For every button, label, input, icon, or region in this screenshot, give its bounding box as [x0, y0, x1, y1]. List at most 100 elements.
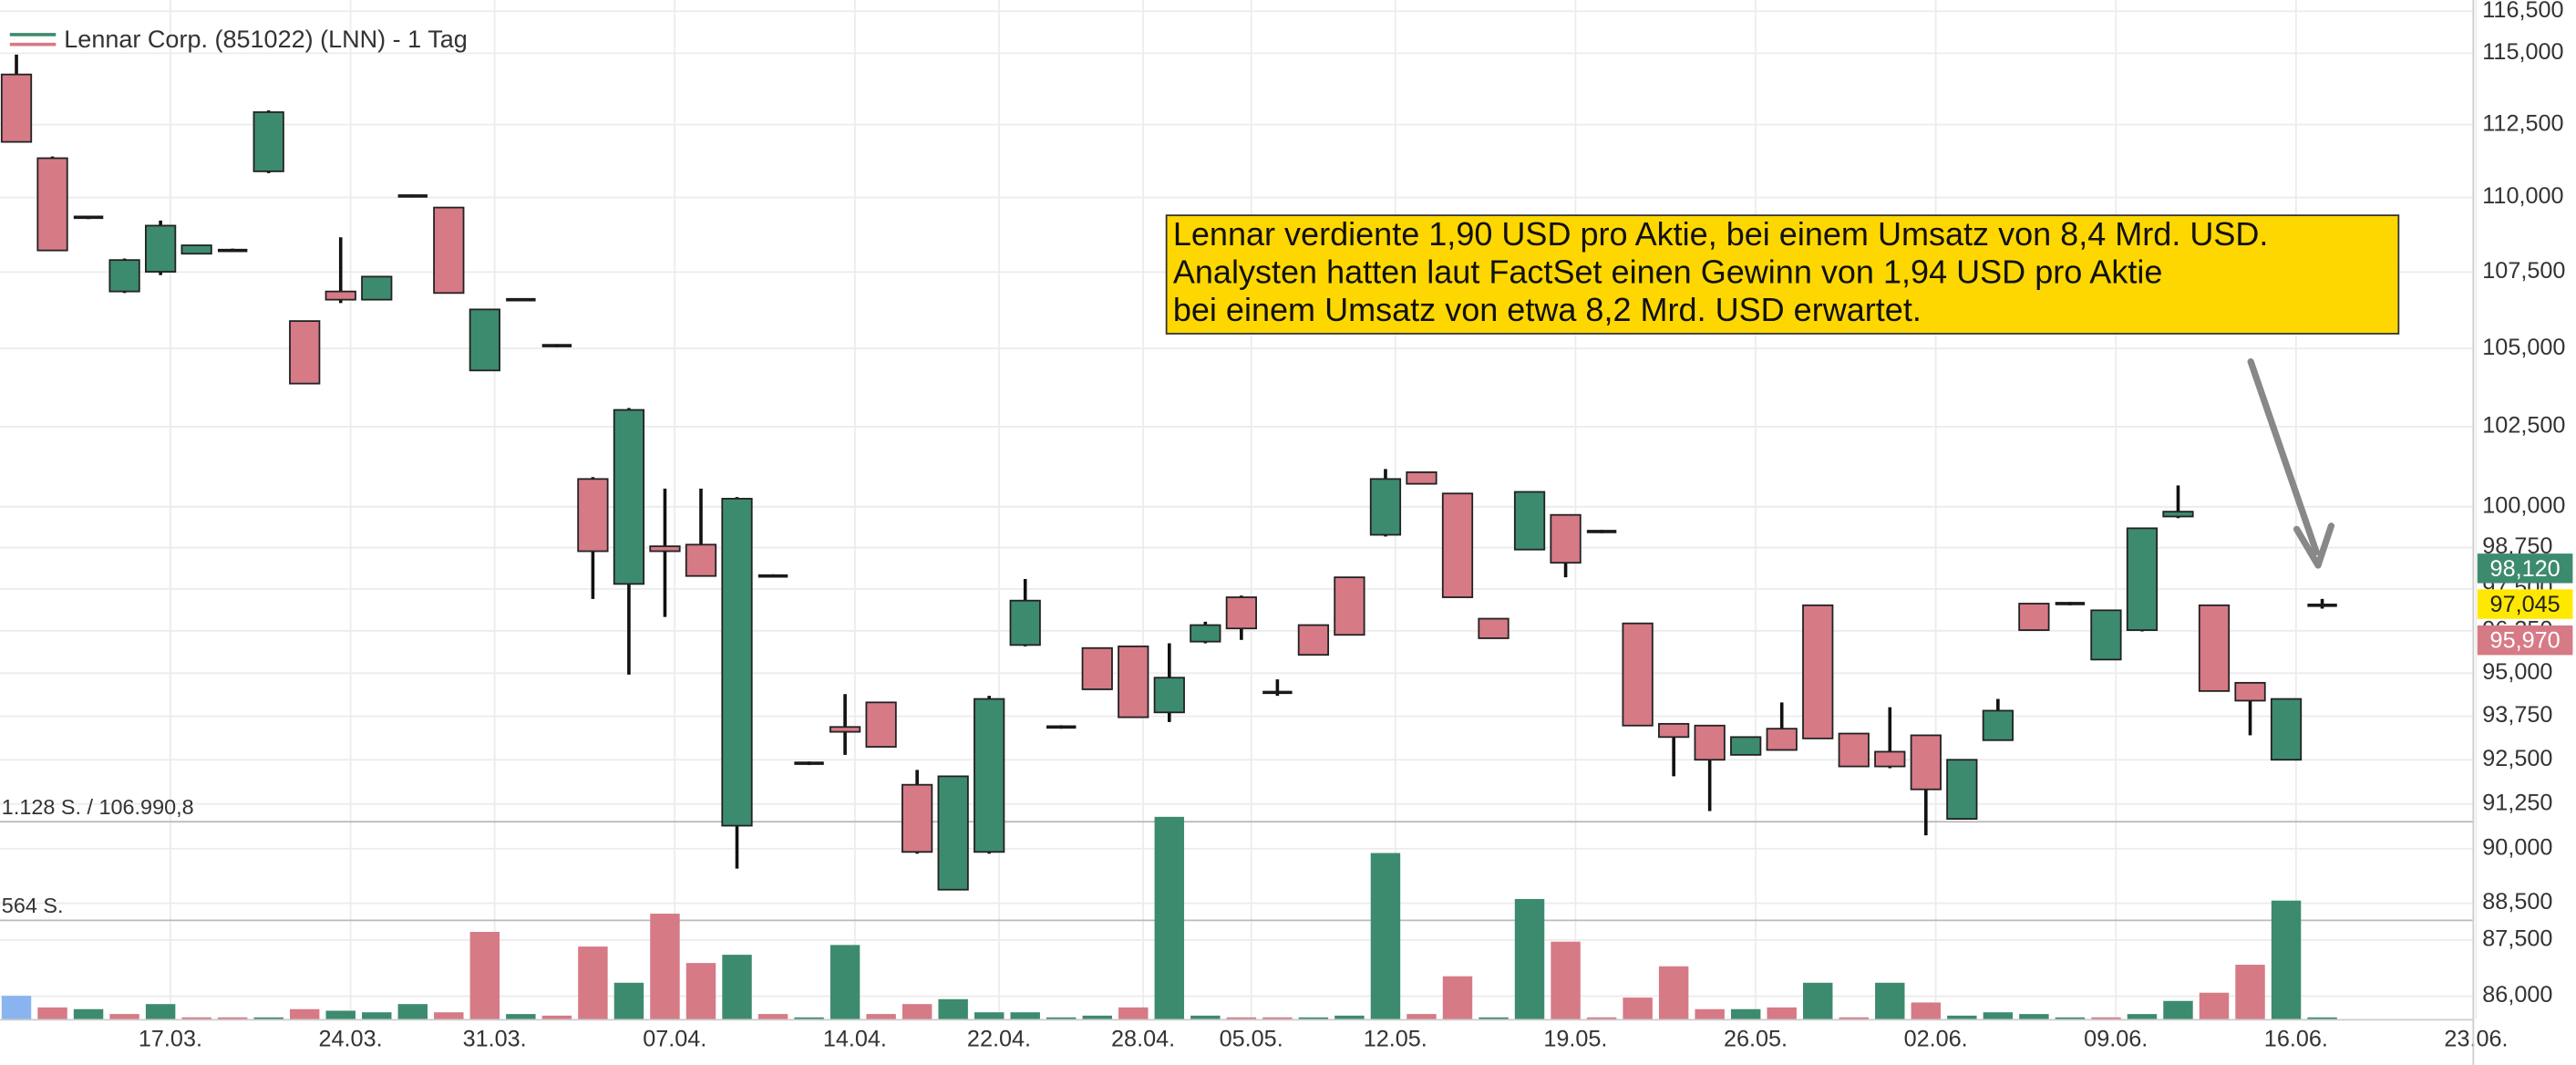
- candle-body: [937, 775, 969, 891]
- x-tick-label: 17.03.: [139, 1027, 202, 1052]
- volume-bar: [2199, 992, 2230, 1019]
- candle-body: [1478, 617, 1510, 639]
- volume-bar: [2091, 1017, 2121, 1019]
- price-marker: [2477, 553, 2573, 584]
- y-tick-label: 105,000: [2482, 335, 2565, 360]
- volume-bar: [1623, 998, 1653, 1019]
- candle-body: [1009, 599, 1041, 646]
- volume-bar: [578, 946, 608, 1019]
- volume-bar: [541, 1015, 572, 1019]
- volume-bar: [866, 1014, 896, 1019]
- candles: [0, 54, 2337, 891]
- volume-bar: [685, 963, 716, 1019]
- candle-body: [1730, 736, 1762, 756]
- volume-bar: [1658, 966, 1689, 1019]
- price-marker: [2477, 589, 2573, 619]
- volume-bar: [938, 998, 968, 1019]
- x-tick-label: 24.03.: [318, 1027, 382, 1052]
- volume-bar: [2163, 1000, 2193, 1019]
- volume-bar: [1514, 898, 1545, 1019]
- volume-bar: [1370, 853, 1401, 1019]
- candle-body: [1766, 728, 1798, 751]
- volume-bar: [902, 1004, 933, 1019]
- candle-body: [649, 545, 681, 553]
- candle-body: [829, 726, 861, 733]
- candle-body: [325, 290, 356, 301]
- volume-bar: [1479, 1017, 1509, 1019]
- x-tick-label: 09.06.: [2084, 1027, 2148, 1052]
- y-tick-label: 95,000: [2482, 659, 2552, 685]
- candle-body: [2162, 511, 2194, 518]
- volume-bar: [181, 1017, 211, 1019]
- candle-body: [1802, 604, 1834, 739]
- annotation-line: Lennar verdiente 1,90 USD pro Aktie, bei…: [1173, 215, 2269, 253]
- volume-bar: [1442, 976, 1473, 1019]
- candle-body: [1225, 596, 1257, 630]
- volume-bar: [829, 945, 860, 1019]
- candle-body: [1334, 576, 1365, 636]
- volume-bar: [2235, 965, 2265, 1019]
- candle-body: [469, 308, 500, 372]
- y-tick-label: 93,750: [2482, 702, 2552, 728]
- candle-body: [361, 275, 393, 301]
- candle-body: [1190, 624, 1221, 643]
- volume-bar: [1947, 1015, 1977, 1019]
- candle-body: [1622, 622, 1654, 727]
- y-tick-label: 91,250: [2482, 790, 2552, 815]
- x-tick-label: 26.05.: [1724, 1027, 1788, 1052]
- volume-bar: [325, 1010, 355, 1019]
- y-tick-label: 115,000: [2482, 39, 2563, 65]
- volume-pane: 1.128 S. / 106.990,8 564 S.: [0, 795, 2473, 1019]
- candle-body: [1153, 677, 1185, 714]
- volume-bar: [37, 1007, 67, 1019]
- price-marker-label: 97,045: [2490, 592, 2561, 617]
- volume-bar: [506, 1014, 536, 1019]
- volume-bar: [397, 1004, 428, 1019]
- volume-bar: [757, 1014, 788, 1019]
- candle-body: [144, 224, 177, 273]
- volume-bar: [2019, 1014, 2049, 1019]
- candle-body: [1118, 645, 1149, 719]
- volume-bar: [1695, 1008, 1725, 1019]
- volume-bar: [145, 1004, 176, 1019]
- y-tick-label: 110,000: [2482, 183, 2563, 209]
- volume-bar: [1586, 1017, 1617, 1019]
- annotation-line: bei einem Umsatz von etwa 8,2 Mrd. USD e…: [1173, 291, 1922, 328]
- volume-bar: [73, 1008, 104, 1019]
- volume-bar: [2127, 1014, 2158, 1019]
- candle-body: [1838, 732, 1870, 768]
- candle-body: [577, 478, 609, 553]
- volume-bar: [722, 955, 752, 1019]
- annotation-arrowhead: [2293, 522, 2335, 569]
- x-tick-label: 23.06.: [2444, 1027, 2508, 1052]
- legend-label: Lennar Corp. (851022) (LNN) - 1 Tag: [64, 26, 468, 53]
- candle-body: [36, 157, 68, 252]
- candle-body: [180, 244, 212, 255]
- volume-bar: [1551, 941, 1581, 1019]
- x-tick-label: 07.04.: [643, 1027, 706, 1052]
- y-tick-label: 87,500: [2482, 926, 2552, 952]
- candle-body: [974, 698, 1005, 853]
- candle-body: [0, 73, 33, 143]
- candle-body: [2234, 681, 2266, 702]
- volume-bar: [109, 1014, 139, 1019]
- y-tick-label: 86,000: [2482, 982, 2552, 1008]
- volume-bar: [1262, 1017, 1293, 1019]
- x-tick-label: 14.04.: [823, 1027, 887, 1052]
- volume-bar: [469, 931, 500, 1019]
- volume-bar: [1010, 1012, 1040, 1019]
- candle-body: [1297, 624, 1330, 657]
- price-marker-label: 98,120: [2490, 556, 2561, 582]
- candle-body: [1081, 646, 1113, 690]
- price-marker-label: 95,970: [2490, 628, 2561, 654]
- candle-body: [902, 783, 933, 853]
- candle-body: [865, 701, 897, 748]
- candle-body: [1369, 478, 1402, 536]
- x-tick-label: 28.04.: [1111, 1027, 1175, 1052]
- volume-bar: [1046, 1017, 1077, 1019]
- candle-body: [108, 259, 140, 293]
- volume-bar: [1983, 1012, 2014, 1019]
